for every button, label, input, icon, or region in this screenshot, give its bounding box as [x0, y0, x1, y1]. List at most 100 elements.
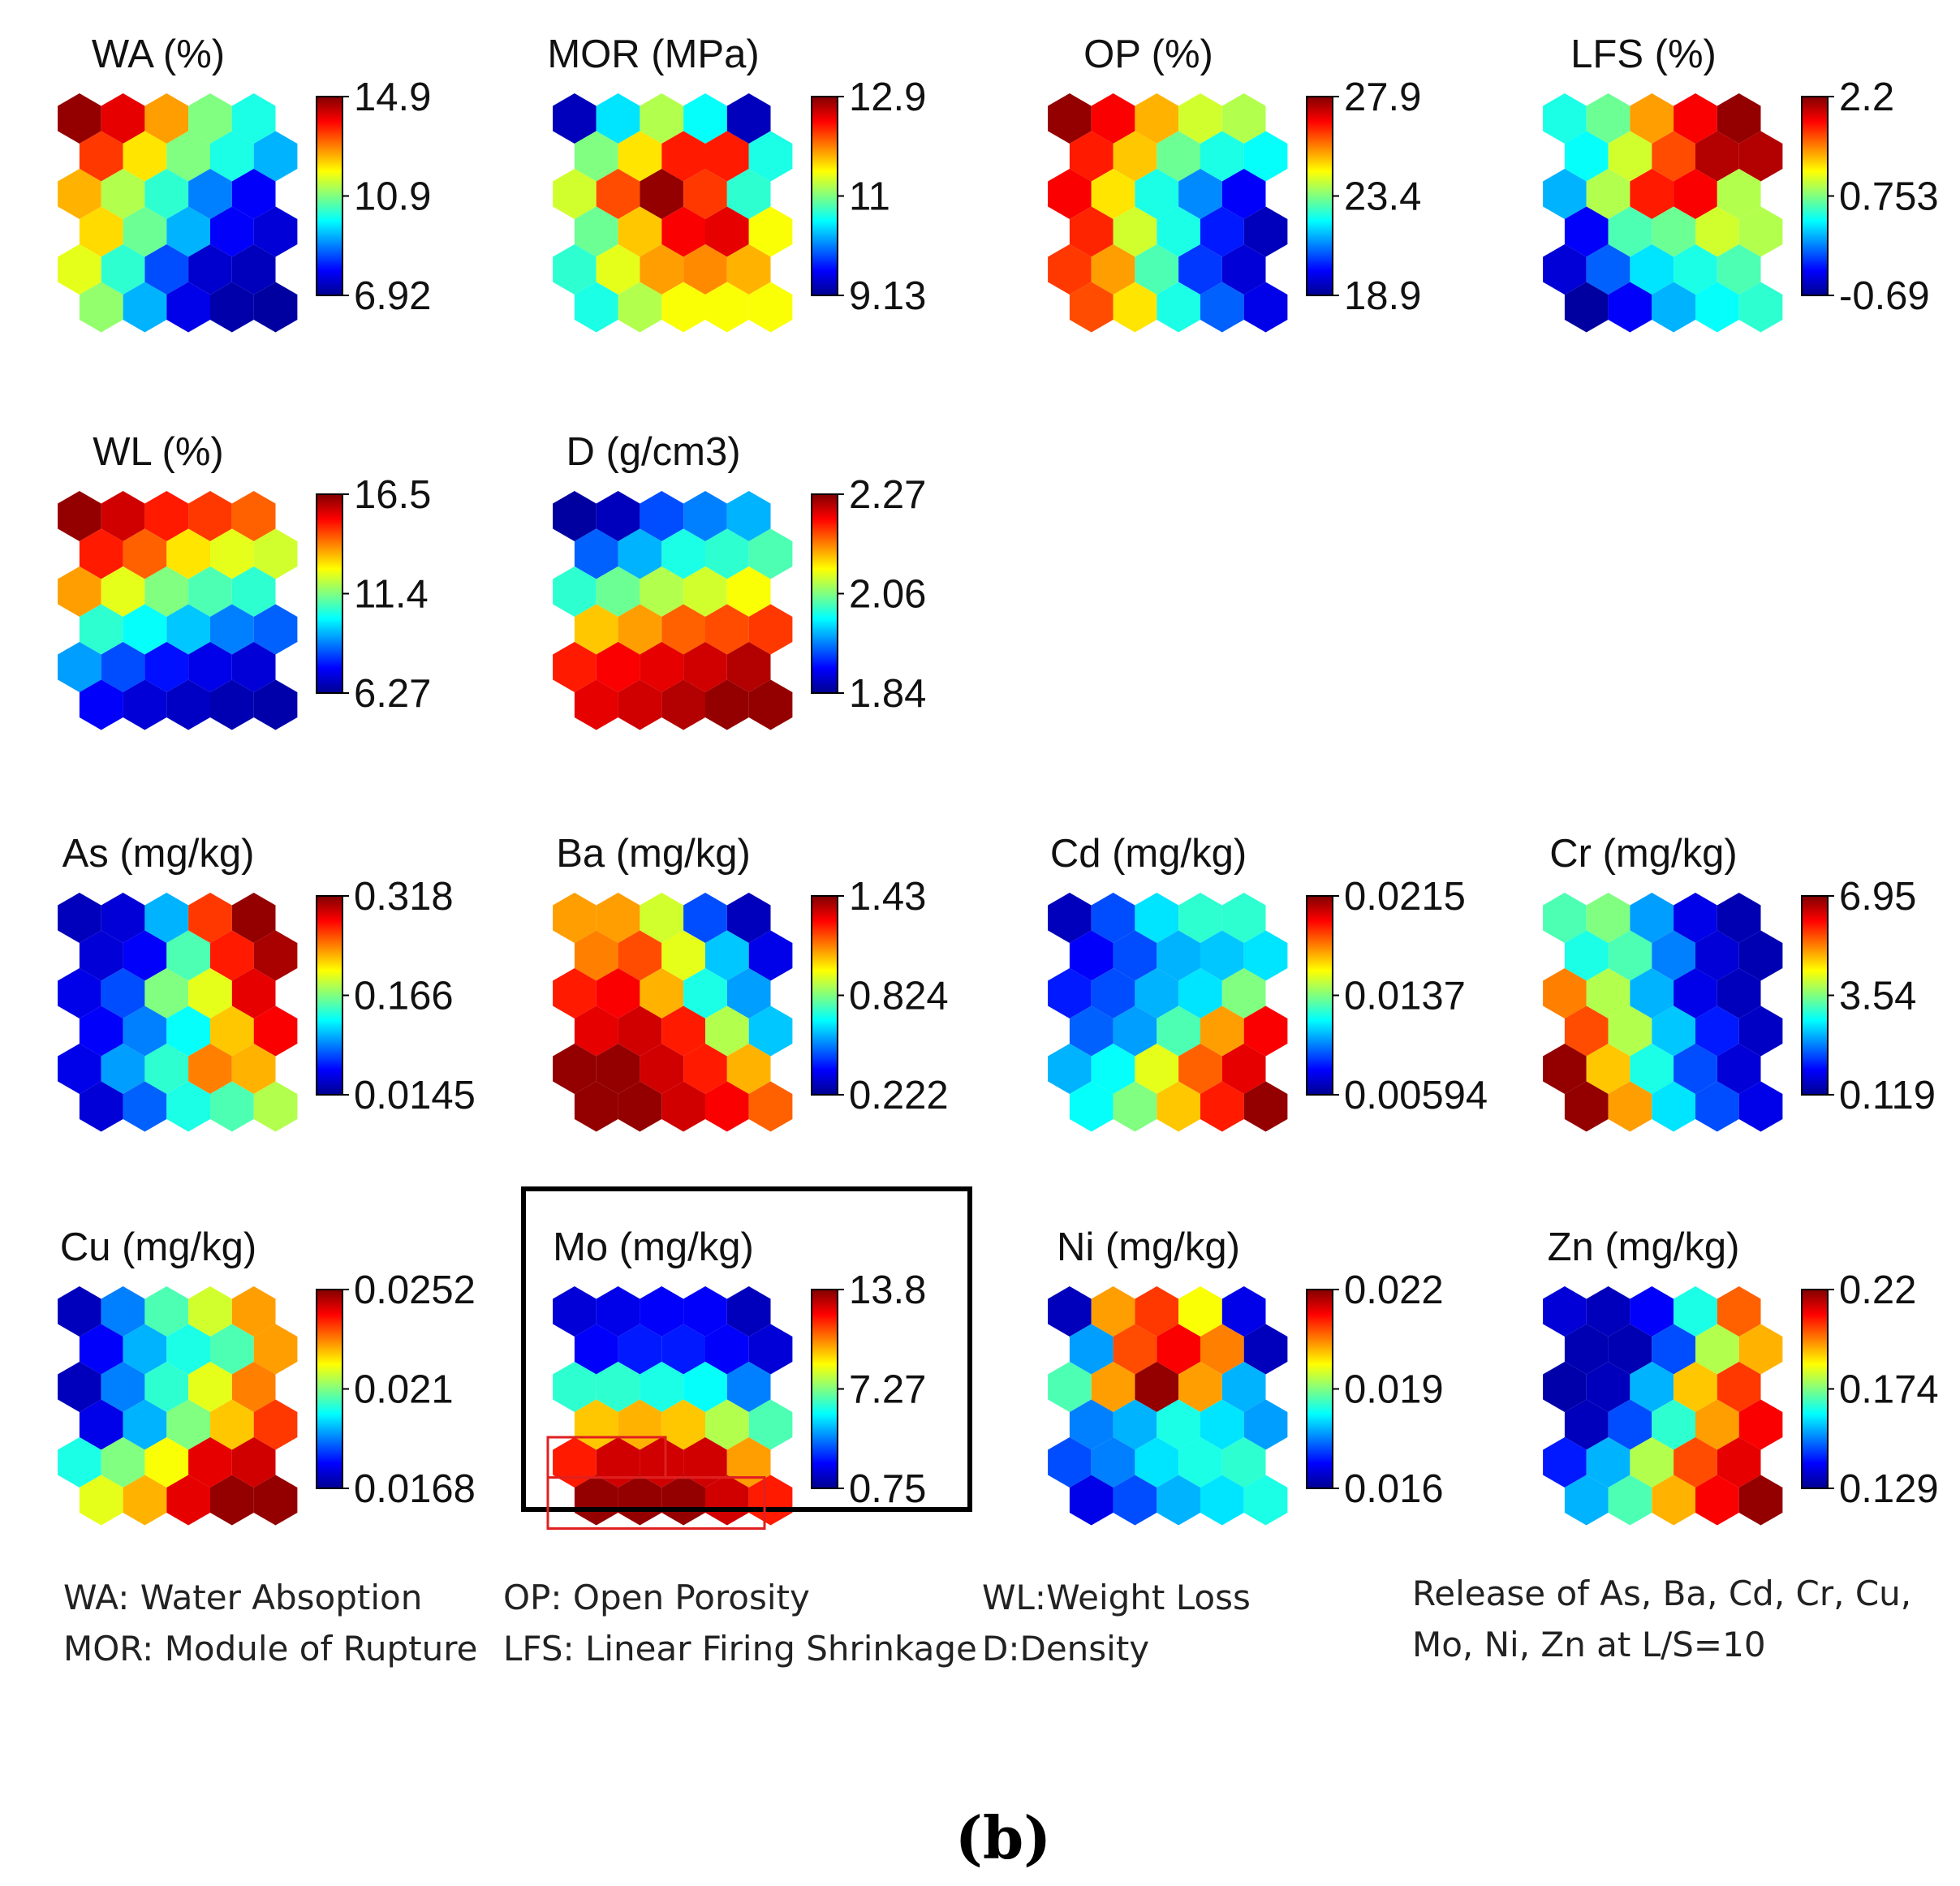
hex-cell — [574, 131, 618, 182]
hex-cell — [123, 528, 167, 579]
legend-line: MOR: Module of Rupture — [63, 1629, 477, 1669]
hex-cell — [618, 679, 662, 730]
hex-cell — [596, 1362, 640, 1412]
hex-cell — [1738, 1005, 1783, 1057]
colorbar-tick-max: 0.318 — [354, 875, 454, 919]
hex-cell — [1543, 1362, 1587, 1412]
hex-cell — [661, 131, 705, 182]
hex-cell — [748, 1081, 793, 1132]
colorbar-tick-min: 0.129 — [1839, 1467, 1939, 1511]
hex-cell — [123, 1475, 167, 1526]
hex-cell — [748, 930, 793, 981]
hex-cell — [1738, 1081, 1783, 1132]
colorbar-tick-min: 6.92 — [354, 274, 431, 318]
colorbar — [1801, 895, 1829, 1096]
hex-cell — [1113, 1081, 1157, 1132]
hex-cell — [1069, 1324, 1114, 1375]
hex-cell — [1221, 93, 1266, 144]
colorbar-tick-mid: 0.0137 — [1344, 975, 1466, 1018]
hex-cell — [661, 1081, 705, 1132]
hex-cell — [1652, 1081, 1695, 1132]
hex-cell — [144, 1437, 189, 1488]
abbreviation-legend: WA: Water Absoption MOR: Module of Ruptur… — [63, 1574, 1911, 1669]
panel-title: MOR (MPa) — [547, 32, 759, 76]
hex-cell — [596, 893, 640, 943]
hex-cell — [618, 528, 662, 579]
colorbar — [316, 493, 343, 694]
hex-cell — [705, 930, 749, 981]
hex-cell — [144, 642, 189, 692]
hex-cell — [1630, 169, 1674, 219]
hex-cell — [1221, 1437, 1266, 1488]
colorbar-tick-min: 0.222 — [849, 1074, 949, 1117]
hex-cell — [1674, 1437, 1717, 1488]
hex-cell — [101, 169, 145, 219]
hex-cell — [188, 244, 232, 295]
hex-cell — [1738, 131, 1783, 182]
hex-cell — [1178, 893, 1222, 943]
hex-cell — [596, 642, 640, 692]
hex-cell — [1069, 1475, 1114, 1526]
hex-cell — [166, 604, 210, 655]
hex-cell — [231, 93, 276, 144]
hex-cell — [231, 566, 276, 617]
colorbar-tick-max: 0.22 — [1839, 1268, 1916, 1312]
hex-cell — [1069, 1005, 1114, 1057]
hex-cell — [1157, 131, 1200, 182]
hex-cell — [1543, 1044, 1587, 1094]
hex-cell — [101, 1044, 145, 1094]
hex-cell — [683, 1286, 727, 1337]
hex-cell — [1652, 1475, 1695, 1526]
hex-cell — [705, 131, 749, 182]
hex-cell — [166, 1475, 210, 1526]
hex-cell — [726, 1362, 771, 1412]
hex-cell — [101, 968, 145, 1018]
hex-cell — [1221, 968, 1266, 1018]
hex-cell — [1135, 169, 1179, 219]
hex-cell — [210, 282, 254, 333]
hex-cell — [1543, 1286, 1587, 1337]
hex-cell — [661, 282, 705, 333]
hex-cell — [1113, 1475, 1157, 1526]
colorbar-tick-max: 27.9 — [1344, 75, 1421, 119]
hex-cell — [1135, 1362, 1179, 1412]
hex-cell — [1564, 1081, 1609, 1132]
hex-cell — [253, 930, 298, 981]
hex-cell — [683, 893, 727, 943]
colorbar-tick-mid: 23.4 — [1344, 175, 1421, 219]
hex-cell — [726, 1044, 771, 1094]
colorbar — [316, 895, 343, 1096]
colorbar — [1801, 1289, 1829, 1489]
hex-cell — [210, 1399, 254, 1450]
colorbar-tick-max: 0.022 — [1344, 1268, 1444, 1312]
hex-cell — [1091, 169, 1135, 219]
hex-cell — [553, 244, 597, 295]
hex-cell — [596, 566, 640, 617]
panel-cu: Cu (mg/kg) 0.0252 0.021 0.0168 — [58, 1225, 476, 1526]
hex-cell — [1608, 131, 1652, 182]
colorbar — [1306, 96, 1333, 296]
hex-cell — [166, 1324, 210, 1375]
hex-cell — [1738, 1475, 1783, 1526]
hex-cell — [188, 1286, 232, 1337]
hex-cell — [1543, 893, 1587, 943]
hex-cell — [1091, 1362, 1135, 1412]
hex-cell — [683, 642, 727, 692]
hex-cell — [1178, 968, 1222, 1018]
hex-cell — [1243, 930, 1288, 981]
hex-cell — [574, 1475, 618, 1526]
hex-cell — [1157, 1399, 1200, 1450]
hex-cell — [253, 1324, 298, 1375]
colorbar — [811, 96, 838, 296]
hex-cell — [705, 679, 749, 730]
colorbar-tick-max: 2.2 — [1839, 75, 1894, 119]
hex-cell — [1652, 1005, 1695, 1057]
hex-cell — [188, 566, 232, 617]
hex-cell — [210, 1475, 254, 1526]
hex-cell — [166, 1005, 210, 1057]
hex-cell — [618, 206, 662, 257]
panel-title: Cd (mg/kg) — [1050, 832, 1247, 876]
hex-cell — [144, 566, 189, 617]
hex-cell — [58, 1362, 101, 1412]
hex-cell — [210, 1081, 254, 1132]
